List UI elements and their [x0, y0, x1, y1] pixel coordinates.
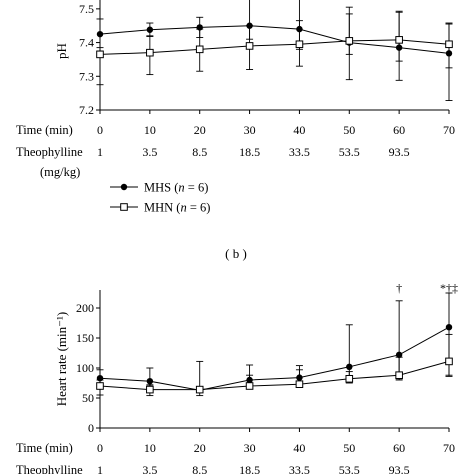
panel-b-theophylline-value: 93.5 — [389, 463, 410, 474]
panel-a-y-axis-label: pH — [54, 43, 69, 59]
panel-b-label: ( b ) — [225, 246, 247, 261]
panel-b-time-row-label: Time (min) — [16, 441, 73, 455]
legend-entry-mhn-label: MHN (n = 6) — [144, 201, 210, 215]
panel-b-series-mhn-point — [395, 371, 403, 379]
panel-a-series-mhs-point — [146, 26, 154, 33]
legend-entry-mhn: MHN (n = 6) — [110, 201, 210, 215]
panel-b-theophylline-value: 8.5 — [192, 463, 207, 474]
panel-a-series-mhn-point — [395, 36, 403, 44]
panel-a-series-mhn-point — [345, 37, 354, 45]
panel-b-theophylline-value: 3.5 — [142, 463, 157, 474]
panel-b-series-mhs-line — [99, 326, 450, 391]
panel-a-series-mhn-line — [99, 39, 450, 55]
panel-b-series-mhn — [96, 333, 453, 397]
panel-b-time-value: 20 — [194, 441, 206, 455]
panel-b-time-value: 60 — [393, 441, 405, 455]
panel-b-theophylline-value: 1 — [97, 463, 103, 474]
panel-b-theophylline-value: 18.5 — [239, 463, 260, 474]
panel-a-y-tick-label: 7.4 — [79, 36, 94, 50]
panel-a-theophylline-value: 53.5 — [339, 145, 360, 159]
panel-b-series-mhn-point — [195, 385, 204, 394]
panel-b-theophylline-value: 53.5 — [339, 463, 360, 474]
panel-b-time-value: 50 — [343, 441, 355, 455]
panel-a-series-mhs-point — [96, 30, 104, 38]
panel-b-time-value: 30 — [244, 441, 256, 455]
panel-a-series-mhn-point — [146, 48, 154, 57]
panel-a-series-mhn — [96, 10, 453, 86]
panel-a-theophylline-row-label: Theophylline — [16, 145, 83, 159]
panel-a-series-mhn-point — [96, 50, 104, 59]
panel-b-time-value: 10 — [144, 441, 156, 455]
panel-a-time-value: 10 — [144, 123, 156, 137]
panel-a-time-value: 70 — [443, 123, 455, 137]
panel-a-chart: 7.2 7.3 7.4 7.5 pH Time (min) 0 10 20 30 40 50 60 70 T… — [16, 0, 455, 179]
panel-b-time-value: 70 — [443, 441, 455, 455]
panel-a-time-value: 40 — [293, 123, 305, 137]
panel-b-y-tick-label: 200 — [76, 301, 94, 315]
legend-entry-mhs: MHS (n = 6) — [110, 181, 208, 195]
panel-b-series-mhn-point — [445, 357, 453, 366]
legend-entry-mhn-marker — [120, 203, 128, 211]
panel-a-time-value: 0 — [97, 123, 103, 137]
panel-b-significance-mark: *†‡ — [440, 281, 458, 295]
panel-a-series-mhn-point — [245, 42, 254, 50]
panel-a-series-mhn-point — [195, 45, 204, 54]
panel-b-theophylline-row-label: Theophylline — [16, 463, 83, 474]
panel-a-theophylline-value: 33.5 — [289, 145, 310, 159]
panel-a-time-row-label: Time (min) — [16, 123, 73, 137]
panel-b-series-mhs-point — [395, 351, 403, 358]
panel-b-time-value: 0 — [97, 441, 103, 455]
panel-b-theophylline-value: 33.5 — [289, 463, 310, 474]
panel-b-series-mhs-point — [346, 363, 353, 370]
panel-a-theophylline-value: 93.5 — [389, 145, 410, 159]
panel-a-theophylline-value: 18.5 — [239, 145, 260, 159]
legend: MHS (n = 6) MHN (n = 6) — [110, 181, 210, 215]
legend-entry-mhs-marker — [120, 183, 128, 191]
panel-a-time-value: 60 — [393, 123, 405, 137]
panel-a-y-tick-label: 7.2 — [79, 103, 94, 117]
panel-a-series-mhn-point — [445, 40, 453, 49]
panel-a-y-tick-label: 7.5 — [79, 2, 94, 16]
panel-b-series-mhn-point — [146, 385, 154, 394]
panel-a-theophylline-value: 1 — [97, 145, 103, 159]
panel-b-series-mhs-point — [146, 378, 154, 385]
panel-b-y-axis-label: Heart rate (min⁻¹) — [54, 312, 69, 407]
panel-a-theophylline-unit-label: (mg/kg) — [40, 165, 80, 179]
panel-a-series-mhs-line — [99, 25, 450, 54]
panel-b-time-value: 40 — [293, 441, 305, 455]
panel-b-series-mhn-point — [295, 380, 304, 388]
panel-a-time-value: 30 — [244, 123, 256, 137]
panel-a-theophylline-value: 8.5 — [192, 145, 207, 159]
panel-b-y-tick-label: 50 — [82, 391, 94, 405]
panel-a-time-value: 20 — [194, 123, 206, 137]
panel-b-series-mhn-point — [345, 375, 354, 383]
panel-b-series-mhs-point — [445, 324, 453, 331]
legend-entry-mhs-label: MHS (n = 6) — [144, 181, 208, 195]
panel-b-y-tick-label: 100 — [76, 361, 94, 375]
panel-a-theophylline-value: 3.5 — [142, 145, 157, 159]
panel-b-y-tick-label: 150 — [76, 331, 94, 345]
panel-b-series-mhn-point — [96, 382, 104, 390]
panel-b-significance-mark: † — [396, 281, 402, 295]
panel-a-series-mhn-point — [295, 40, 304, 49]
panel-a-time-value: 50 — [343, 123, 355, 137]
panel-b-y-tick-label: 0 — [88, 421, 94, 435]
panel-a-y-tick-label: 7.3 — [79, 69, 94, 83]
panel-b-series-mhn-point — [245, 382, 254, 390]
panel-b-series-mhn-line — [99, 360, 450, 391]
